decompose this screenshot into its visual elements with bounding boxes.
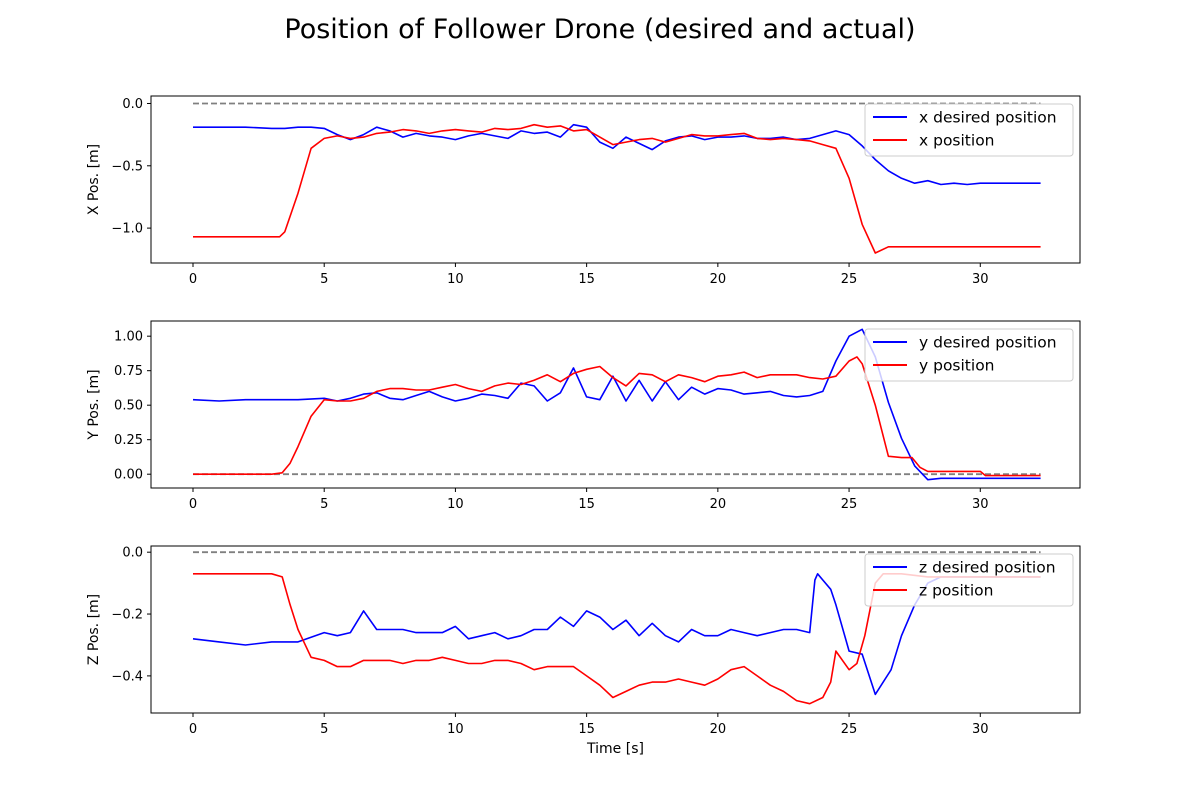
x-legend: x desired position x position — [864, 103, 1074, 157]
y-tick-label: −0.4 — [111, 669, 143, 684]
x-tick-label: 0 — [189, 272, 197, 287]
y-tick-label: 0.0 — [122, 546, 143, 561]
plot-area — [192, 551, 1041, 705]
legend-label: x position — [919, 132, 995, 150]
x-tick-label: 20 — [710, 722, 727, 737]
y-tick-label: 0.75 — [114, 364, 143, 379]
y-tick-label: 0.0 — [122, 97, 143, 112]
x-tick-label: 25 — [841, 722, 858, 737]
x-tick-label: 0 — [189, 722, 197, 737]
y-legend: y desired position y position — [864, 328, 1074, 382]
x-tick-label: 15 — [578, 272, 595, 287]
x-tick-label: 25 — [841, 272, 858, 287]
x-tick-label: 5 — [320, 497, 328, 512]
legend-frame — [864, 553, 1074, 607]
x-axis-label: X Pos. [m] — [86, 144, 102, 215]
y-tick-label: 0.25 — [114, 433, 143, 448]
z-position-subplot: 0 5 10 15 20 25 30 0.0 −0.2 −0.4 Z Pos. [m] Time [s… — [86, 545, 1081, 757]
x-tick-label: 0 — [189, 497, 197, 512]
legend-label: x desired position — [919, 109, 1057, 127]
x-tick-label: 15 — [578, 497, 595, 512]
axes-frame — [150, 320, 1081, 489]
y-tick-label: −1.0 — [111, 222, 143, 237]
x-tick-label: 10 — [447, 497, 464, 512]
y-tick-label: −0.2 — [111, 608, 143, 623]
z-legend: z desired position z position — [864, 553, 1074, 607]
x-tick-label: 20 — [710, 497, 727, 512]
legend-frame — [864, 103, 1074, 157]
y-tick-label: 0.00 — [114, 468, 143, 483]
x-position-subplot: 0 5 10 15 20 25 30 0.0 −0.5 −1.0 X Pos. [m] x desir… — [86, 95, 1081, 287]
z-axis-label: Z Pos. [m] — [86, 594, 102, 665]
y-position-subplot: 0 5 10 15 20 25 30 1.00 0.75 0.50 0.25 0.00 Y Pos. [… — [86, 320, 1081, 512]
x-axis-label: Time [s] — [586, 741, 644, 757]
x-tick-label: 10 — [447, 272, 464, 287]
x-tick-label: 15 — [578, 722, 595, 737]
x-tick-label: 10 — [447, 722, 464, 737]
figure-title: Position of Follower Drone (desired and … — [284, 14, 915, 45]
z-desired-position-line — [192, 572, 1041, 696]
x-tick-label: 5 — [320, 272, 328, 287]
x-tick-label: 30 — [972, 272, 989, 287]
y-tick-label: 1.00 — [114, 330, 143, 345]
legend-frame — [864, 328, 1074, 382]
axes-frame — [150, 95, 1081, 264]
y-tick-label: −0.5 — [111, 159, 143, 174]
x-tick-label: 30 — [972, 722, 989, 737]
y-position-line — [193, 356, 1041, 477]
x-tick-label: 30 — [972, 497, 989, 512]
z-position-line — [193, 572, 1041, 705]
legend-label: y desired position — [919, 334, 1057, 352]
y-axis-label: Y Pos. [m] — [86, 369, 102, 440]
x-tick-label: 25 — [841, 497, 858, 512]
x-position-line — [193, 123, 1041, 254]
x-tick-label: 20 — [710, 272, 727, 287]
legend-label: z position — [919, 582, 993, 600]
legend-label: y position — [919, 357, 995, 375]
legend-label: z desired position — [919, 559, 1056, 577]
x-tick-label: 5 — [320, 722, 328, 737]
axes-frame — [150, 545, 1081, 714]
y-tick-label: 0.50 — [114, 399, 143, 414]
